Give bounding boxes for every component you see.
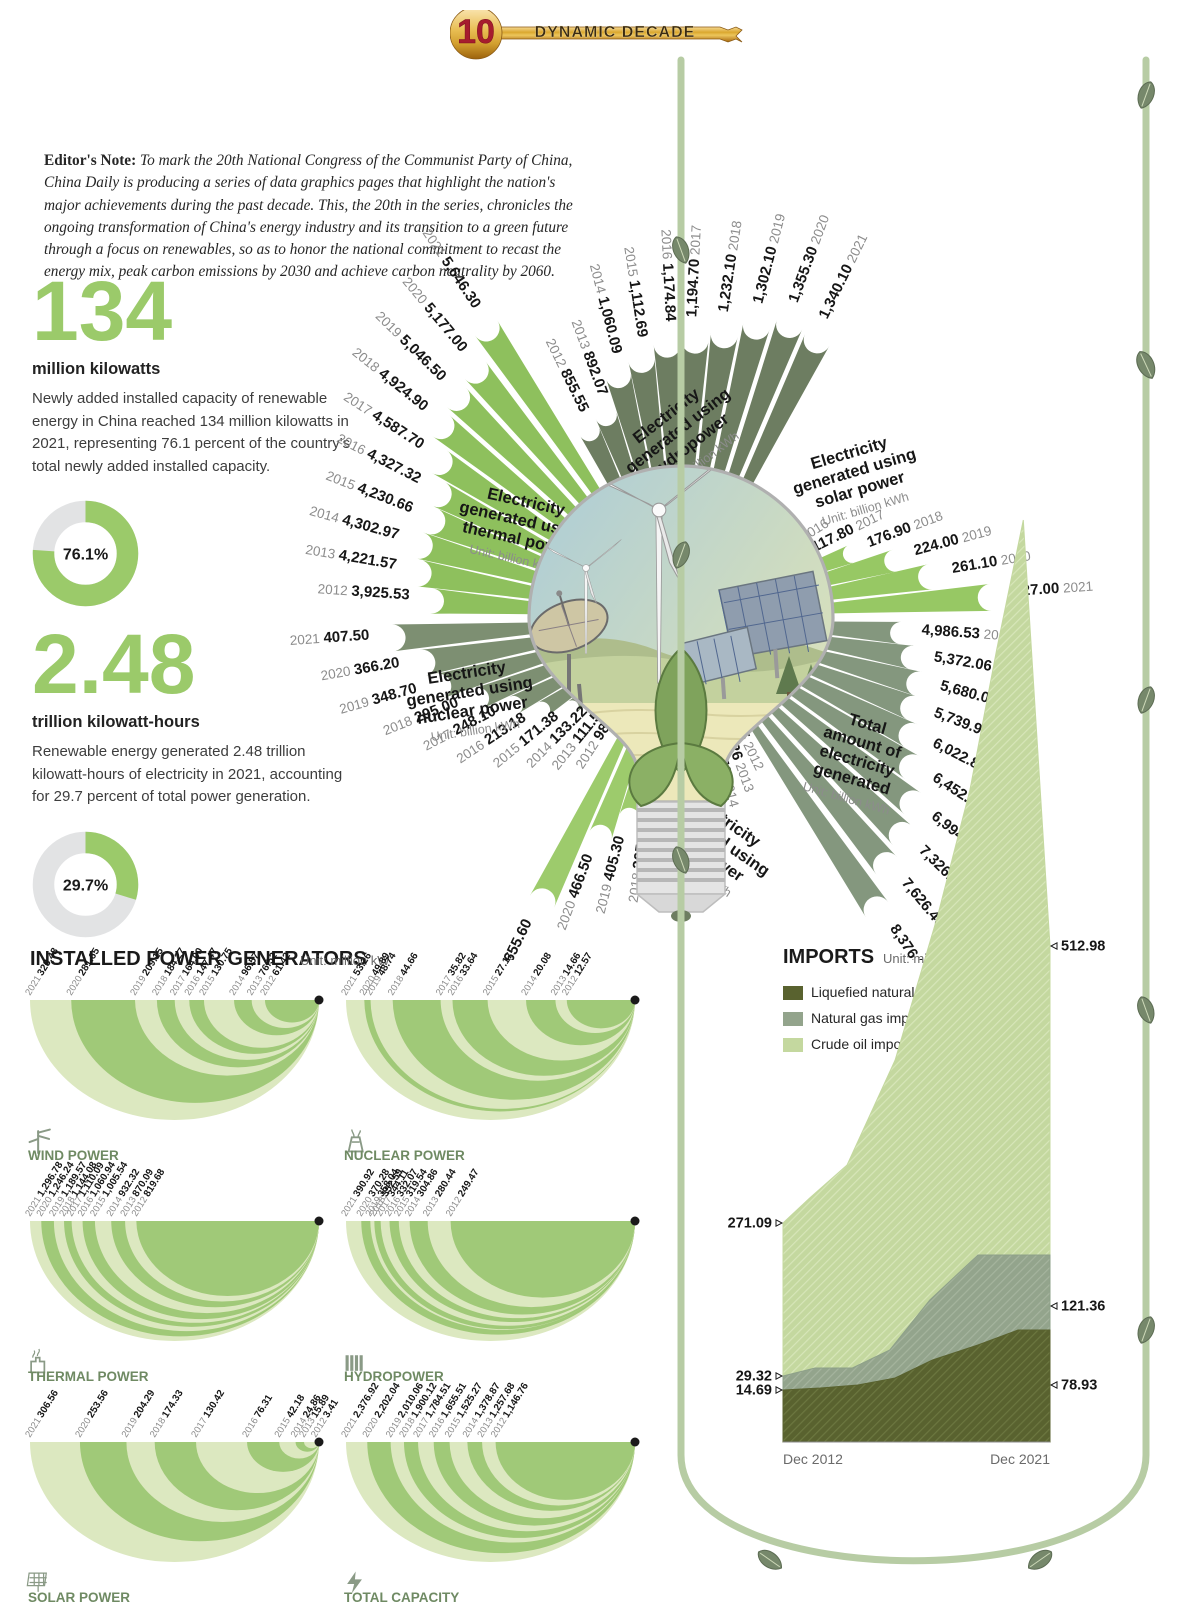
svg-text:121.36: 121.36	[1061, 1299, 1105, 1315]
svg-text:Dec 2021: Dec 2021	[990, 1451, 1050, 1467]
svg-text:Dec 2012: Dec 2012	[783, 1451, 843, 1467]
svg-text:512.98: 512.98	[1061, 939, 1105, 955]
svg-text:14.69: 14.69	[736, 1383, 772, 1399]
svg-text:78.93: 78.93	[1061, 1378, 1097, 1394]
svg-text:271.09: 271.09	[728, 1216, 772, 1232]
svg-text:IMPORTS: IMPORTS	[783, 946, 874, 968]
